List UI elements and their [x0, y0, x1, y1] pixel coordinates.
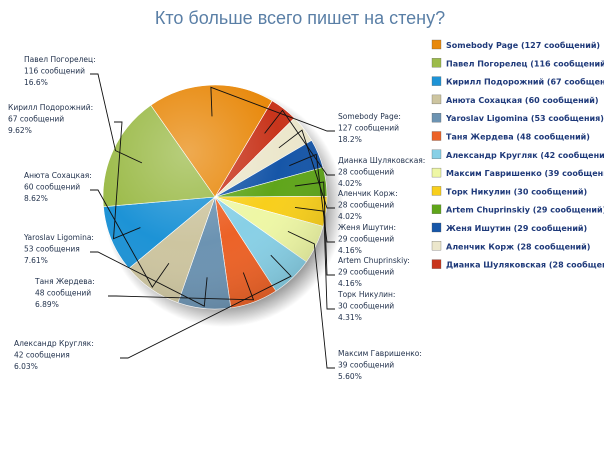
legend-label: Женя Ишутин (29 сообщений): [446, 223, 587, 233]
legend-swatch: [431, 76, 442, 86]
slice-label-александр-кругляк: Александр Кругляк: 42 сообщения 6.03%: [14, 339, 94, 371]
legend-swatch: [431, 39, 442, 50]
slice-label-artem-chuprinskiy: Artem Chuprinskiy: 29 сообщений 4.16%: [338, 256, 410, 288]
slice-label-кирилл-подорожний: Кирилл Подорожний: 67 сообщений 9.62%: [8, 103, 93, 135]
leader-line-павел-погорелец: [90, 73, 143, 164]
legend-item-кирилл-подорожний[interactable]: Кирилл Подорожний (67 сообщений): [431, 76, 604, 87]
slice-label-павел-погорелец: Павел Погорелец: 116 сообщений 16.6%: [24, 55, 96, 87]
svg-text:Artem Chuprinskiy:29 сообщений: Artem Chuprinskiy: 29 сообщений 4.16%: [338, 256, 410, 288]
leader-line-аленчик-корж: [278, 129, 335, 209]
svg-text:Кирилл Подорожний:67 сообщений: Кирилл Подорожний: 67 сообщений 9.62%: [8, 103, 93, 135]
legend-label: Максим Гавришенко (39 сообщений): [446, 168, 604, 178]
slice-label-таня-жердева: Таня Жердева: 48 сообщений 6.89%: [34, 277, 95, 309]
legend-item-анюта-сохацкая[interactable]: Анюта Сохацкая (60 сообщений): [431, 94, 598, 105]
legend-item-павел-погорелец[interactable]: Павел Погорелец (116 сообщений): [431, 58, 604, 68]
svg-text:Александр Кругляк:42 сообщения: Александр Кругляк: 42 сообщения 6.03%: [14, 339, 94, 371]
legend-item-yaroslav-ligomina[interactable]: Yaroslav Ligomina (53 сообщения): [431, 113, 604, 123]
leader-line-somebody-page: [210, 86, 335, 132]
slice-label-торк-никулин: Торк Никулин: 30 сообщений 4.31%: [337, 290, 395, 322]
leader-line-торк-никулин: [294, 206, 335, 310]
legend-item-artem-chuprinskiy[interactable]: Artem Chuprinskiy (29 сообщений): [431, 204, 604, 215]
legend-swatch: [431, 94, 442, 105]
legend-item-александр-кругляк[interactable]: Александр Кругляк (42 сообщения): [431, 149, 604, 160]
legend-label: Дианка Шуляковская (28 сообщений): [446, 260, 604, 270]
legend-label: Кирилл Подорожний (67 сообщений): [446, 77, 604, 87]
slice-label-somebody-page: Somebody Page: 127 сообщений 18.2%: [338, 112, 401, 144]
legend-label: Александр Кругляк (42 сообщения): [446, 150, 604, 160]
leader-line-максим-гавришенко: [287, 230, 335, 369]
leader-line-artem-chuprinskiy: [294, 181, 335, 276]
legend-label: Аленчик Корж (28 сообщений): [446, 241, 590, 251]
leader-line-александр-кругляк: [120, 254, 292, 359]
leader-line-анюта-сохацкая: [90, 189, 170, 288]
slice-label-женя-ишутин: Женя Ишутин: 29 сообщений 4.16%: [338, 223, 396, 255]
legend-swatch: [431, 58, 442, 68]
legend-item-дианка-шуляковская[interactable]: Дианка Шуляковская (28 сообщений): [431, 259, 604, 270]
legend-swatch: [431, 131, 442, 141]
legend-item-женя-ишутин[interactable]: Женя Ишутин (29 сообщений): [431, 222, 587, 233]
legend-item-somebody-page[interactable]: Somebody Page (127 сообщений): [431, 39, 600, 50]
svg-text:Дианка Шуляковская:28 сообщени: Дианка Шуляковская: 28 сообщений 4.02%: [338, 156, 425, 188]
leader-line-дианка-шуляковская: [264, 109, 335, 176]
slice-label-дианка-шуляковская: Дианка Шуляковская: 28 сообщений 4.02%: [338, 156, 425, 188]
legend-swatch: [431, 241, 442, 251]
legend-item-максим-гавришенко[interactable]: Максим Гавришенко (39 сообщений): [431, 167, 604, 178]
svg-text:Yaroslav Ligomina:53 сообщения: Yaroslav Ligomina: 53 сообщения 7.61%: [23, 233, 94, 265]
legend-swatch: [431, 113, 442, 123]
legend-swatch: [431, 167, 442, 178]
legend-label: Павел Погорелец (116 сообщений): [446, 58, 604, 68]
legend-item-аленчик-корж[interactable]: Аленчик Корж (28 сообщений): [431, 241, 590, 251]
slice-label-анюта-сохацкая: Анюта Сохацкая: 60 сообщений 8.62%: [24, 171, 92, 203]
legend-label: Анюта Сохацкая (60 сообщений): [446, 95, 598, 105]
legend-label: Artem Chuprinskiy (29 сообщений): [446, 205, 604, 215]
legend-label: Торк Никулин (30 сообщений): [446, 186, 587, 196]
slice-label-максим-гавришенко: Максим Гавришенко: 39 сообщений 5.60%: [338, 349, 422, 381]
chart-title: Кто больше всего пишет на стену?: [155, 8, 445, 28]
legend-label: Таня Жердева (48 сообщений): [446, 132, 590, 142]
legend-swatch: [431, 222, 442, 233]
legend-item-торк-никулин[interactable]: Торк Никулин (30 сообщений): [431, 186, 587, 196]
leader-line-женя-ишутин: [289, 153, 335, 243]
slice-label-аленчик-корж: Аленчик Корж: 28 сообщений 4.02%: [338, 189, 398, 221]
legend-swatch: [431, 186, 442, 196]
legend-swatch: [431, 259, 442, 269]
legend-swatch: [431, 204, 442, 214]
svg-text:Максим Гавришенко:39 сообщений: Максим Гавришенко: 39 сообщений 5.60%: [338, 349, 422, 381]
slice-label-yaroslav-ligomina: Yaroslav Ligomina: 53 сообщения 7.61%: [23, 233, 94, 265]
legend-item-таня-жердева[interactable]: Таня Жердева (48 сообщений): [431, 131, 590, 142]
leader-line-кирилл-подорожний: [112, 121, 141, 240]
leader-line-таня-жердева: [108, 272, 255, 301]
legend-swatch: [431, 149, 442, 159]
legend-label: Somebody Page (127 сообщений): [446, 40, 600, 50]
legend-label: Yaroslav Ligomina (53 сообщения): [445, 113, 604, 123]
leader-line-yaroslav-ligomina: [90, 251, 208, 307]
